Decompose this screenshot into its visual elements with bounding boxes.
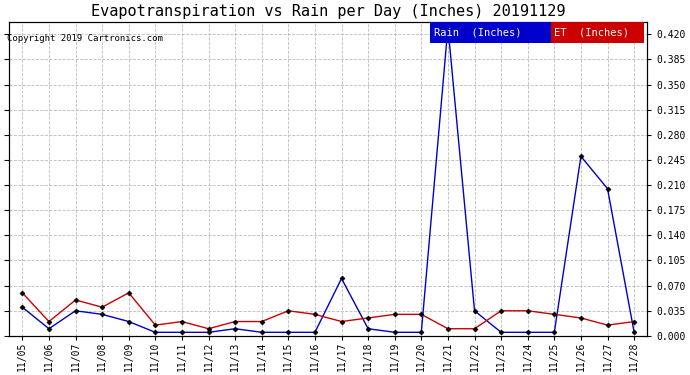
Title: Evapotranspiration vs Rain per Day (Inches) 20191129: Evapotranspiration vs Rain per Day (Inch… xyxy=(91,4,566,19)
Text: Rain  (Inches): Rain (Inches) xyxy=(433,27,521,38)
Text: Copyright 2019 Cartronics.com: Copyright 2019 Cartronics.com xyxy=(7,34,163,43)
Text: ET  (Inches): ET (Inches) xyxy=(554,27,629,38)
